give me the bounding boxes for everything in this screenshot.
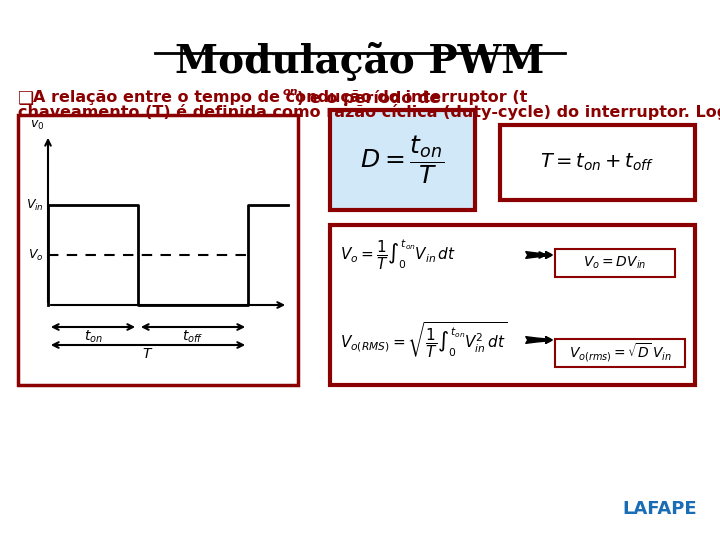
Text: ) e o período de: ) e o período de	[297, 90, 441, 106]
FancyBboxPatch shape	[555, 339, 685, 367]
Text: ❑: ❑	[18, 90, 34, 108]
Text: $V_o$: $V_o$	[29, 247, 44, 262]
Text: $V_{o(rms)} = \sqrt{D}\,V_{in}$: $V_{o(rms)} = \sqrt{D}\,V_{in}$	[569, 342, 672, 364]
Text: $T$: $T$	[143, 347, 153, 361]
Text: A relação entre o tempo de condução do interruptor (t: A relação entre o tempo de condução do i…	[33, 90, 527, 105]
FancyBboxPatch shape	[18, 115, 298, 385]
Text: $t_{on}$: $t_{on}$	[84, 329, 102, 346]
FancyBboxPatch shape	[330, 225, 695, 385]
Text: $V_{o(RMS)} = \sqrt{\dfrac{1}{T}\int_0^{t_{on}} V_{in}^2\,dt}$: $V_{o(RMS)} = \sqrt{\dfrac{1}{T}\int_0^{…	[340, 320, 507, 360]
Text: $V_o = DV_{in}$: $V_o = DV_{in}$	[583, 255, 647, 271]
Text: $D = \dfrac{t_{on}}{T}$: $D = \dfrac{t_{on}}{T}$	[361, 134, 445, 186]
Text: $v_0$: $v_0$	[30, 119, 44, 132]
Text: on: on	[283, 87, 299, 97]
Text: $V_{in}$: $V_{in}$	[26, 198, 44, 213]
Text: $V_o = \dfrac{1}{T}\int_0^{t_{on}} V_{in}\,dt$: $V_o = \dfrac{1}{T}\int_0^{t_{on}} V_{in…	[340, 238, 456, 272]
Text: LAFAPE: LAFAPE	[623, 500, 697, 518]
Text: $t_{off}$: $t_{off}$	[182, 329, 204, 346]
Text: chaveamento (T) é definida como razão cíclica (duty-cycle) do interruptor. Logo:: chaveamento (T) é definida como razão cí…	[18, 104, 720, 120]
FancyBboxPatch shape	[500, 125, 695, 200]
Text: $T = t_{on} + t_{off}$: $T = t_{on} + t_{off}$	[540, 152, 654, 173]
FancyBboxPatch shape	[555, 249, 675, 277]
FancyBboxPatch shape	[330, 110, 475, 210]
Text: Modulação PWM: Modulação PWM	[175, 42, 545, 81]
